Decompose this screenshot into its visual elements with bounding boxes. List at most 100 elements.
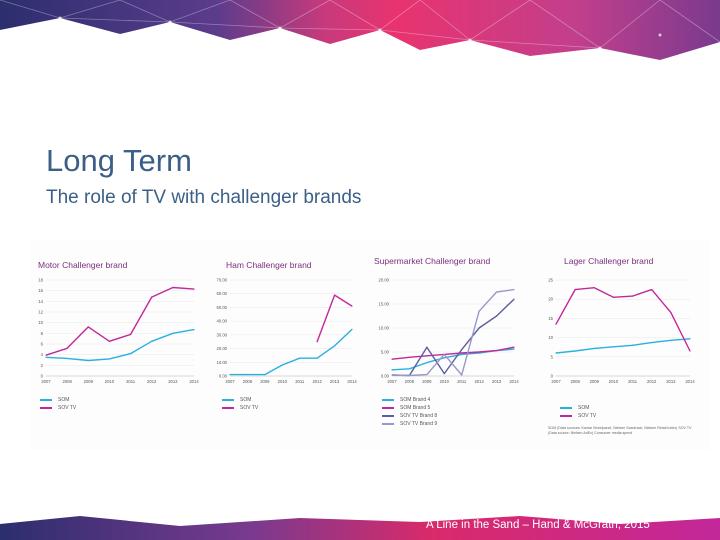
x-tick-label: 2012 [474, 379, 484, 384]
data-point [555, 323, 557, 325]
data-point [264, 374, 266, 376]
x-tick-label: 2008 [405, 379, 415, 384]
data-point [151, 340, 153, 342]
legend-entry: SOM Brand 5 [382, 404, 437, 412]
y-tick-label: 0 [551, 374, 554, 379]
legend-label: SOV TV [578, 413, 597, 419]
legend-label: SOM [578, 405, 590, 411]
y-tick-label: 10.00 [217, 360, 228, 365]
motor-chart-plot: 0 2 4 6 8 10 12 14 16 18 2007 2008 2009 2010 2011 2012 2… [38, 278, 199, 385]
data-point [478, 351, 480, 353]
x-tick-label: 2014 [509, 379, 519, 384]
x-tick-label: 2011 [628, 379, 638, 384]
legend-entry: SOV TV Brand 9 [382, 420, 437, 428]
data-point [426, 373, 428, 376]
y-tick-label: 8 [41, 331, 44, 336]
legend-swatch [382, 415, 394, 417]
x-tick-label: 2008 [62, 379, 72, 384]
data-point [631, 295, 634, 297]
legend-entry: SOM Brand 4 [382, 396, 437, 404]
chart-legend: SOM SOV TV [222, 396, 258, 412]
data-point [670, 312, 672, 314]
legend-swatch [382, 399, 394, 401]
legend-label: SOV TV [240, 405, 259, 411]
data-point [351, 328, 353, 330]
y-tick-label: 10.00 [379, 326, 390, 331]
charts-panel [30, 240, 710, 450]
data-point [333, 345, 336, 347]
x-tick-label: 2013 [330, 379, 340, 384]
data-point [333, 294, 336, 296]
data-point [87, 326, 89, 328]
data-point [461, 352, 463, 354]
legend-label: SOM Brand 5 [400, 405, 431, 411]
ham-chart-plot: 0.00 10.00 20.00 30.00 40.00 50.00 60.00 70.00 2… [217, 278, 358, 385]
legend-label: SOM [58, 397, 70, 403]
chart-title: Supermarket Challenger brand [374, 256, 491, 266]
x-tick-label: 2009 [422, 379, 432, 384]
data-point [443, 373, 445, 375]
data-point [651, 289, 653, 291]
series-line [391, 298, 515, 377]
legend-label: SOM Brand 4 [400, 397, 431, 403]
y-tick-label: 14 [38, 299, 43, 304]
y-tick-label: 18 [38, 278, 43, 283]
series-line [391, 288, 515, 377]
data-point [281, 364, 283, 366]
data-point [426, 346, 428, 348]
y-tick-label: 30.00 [217, 332, 228, 337]
legend-swatch [40, 407, 52, 409]
y-tick-label: 12 [38, 310, 43, 315]
data-point [351, 305, 353, 307]
legend-label: SOV TV Brand 8 [400, 413, 438, 419]
data-point [574, 350, 576, 352]
legend-entry: SOM [40, 396, 76, 404]
y-tick-label: 15.00 [379, 302, 390, 307]
x-tick-label: 2010 [609, 379, 619, 384]
data-point [593, 347, 595, 349]
x-tick-label: 2011 [457, 379, 467, 384]
x-tick-label: 2014 [685, 379, 695, 384]
legend-swatch [40, 399, 52, 401]
data-point [45, 354, 47, 356]
y-tick-label: 10 [38, 320, 43, 325]
legend-entry: SOV TV [222, 404, 258, 412]
series-line [391, 346, 515, 360]
data-point [426, 361, 428, 364]
data-point [513, 346, 515, 348]
data-point [66, 347, 68, 349]
data-point [495, 315, 498, 317]
data-point [593, 287, 595, 289]
data-point [461, 353, 463, 355]
x-tick-label: 2011 [126, 379, 136, 384]
legend-entry: SOV TV Brand 8 [382, 412, 437, 420]
data-point [651, 341, 653, 344]
x-tick-label: 2014 [189, 379, 199, 384]
footer-band [0, 516, 720, 540]
legend-swatch [382, 407, 394, 409]
x-tick-label: 2007 [41, 379, 51, 384]
data-point [478, 327, 480, 329]
x-tick-label: 2010 [440, 379, 450, 384]
lager-chart-plot: 0 5 10 15 20 25 2007 2008 2009 2010 2011 2012 2013 20… [548, 278, 695, 385]
data-point [408, 368, 411, 370]
source-note: SOM (Data sources: Kantar Worldpanel, Ni… [548, 426, 692, 435]
series-line [230, 328, 353, 376]
data-point [193, 288, 195, 290]
legend-swatch [382, 423, 394, 425]
x-tick-label: 2008 [570, 379, 580, 384]
data-point [574, 289, 576, 291]
x-tick-label: 2009 [84, 379, 94, 384]
data-point [513, 289, 515, 291]
y-tick-label: 15 [548, 316, 553, 321]
data-point [151, 296, 153, 298]
x-tick-label: 2009 [590, 379, 600, 384]
data-point [670, 339, 672, 341]
x-tick-label: 2013 [666, 379, 676, 384]
slide-title: Long Term [46, 143, 192, 178]
data-point [408, 356, 411, 358]
data-point [299, 357, 301, 359]
data-point [45, 356, 47, 358]
y-tick-label: 10 [548, 335, 553, 340]
legend-label: SOV TV Brand 9 [400, 421, 438, 427]
